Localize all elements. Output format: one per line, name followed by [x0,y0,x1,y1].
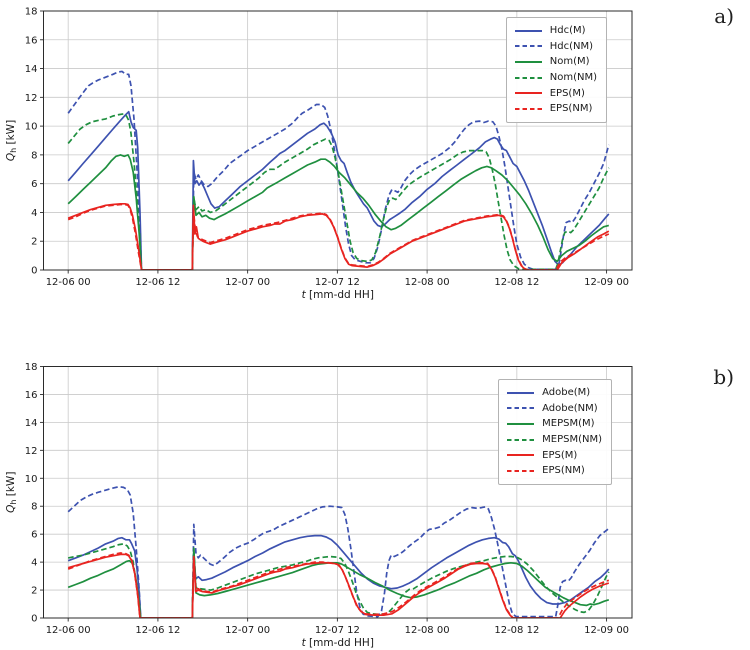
y-tick-label: 14 [25,64,38,75]
chart-a-canvas: 12-06 00 12-06 12 12-07 00 12-07 12 12-08 00… [5,7,633,301]
x-tick-label: 12-07 00 [225,625,270,636]
y-tick-label: 12 [25,446,38,457]
y-tick-label: 2 [31,237,37,248]
x-tick-label: 12-08 00 [405,277,450,288]
chart-b: 12-06 00 12-06 12 12-07 00 12-07 12 12-08 00… [0,325,750,650]
y-tick-label: 16 [25,35,38,46]
legend-label: Hdc(NM) [549,40,594,52]
panel-label-b: b) [713,365,734,389]
legend-item-Nom(M): Nom(M) [514,54,597,70]
panel-label-a: a) [714,4,734,28]
x-tick-label: 12-09 00 [584,277,629,288]
y-tick-label: 18 [25,7,38,18]
legend-label: EPS(NM) [549,103,593,115]
x-tick-label: 12-09 00 [584,625,629,636]
x-axis-label: t [mm-dd HH] [302,289,374,301]
chart-a: 12-06 00 12-06 12 12-07 00 12-07 12 12-08 00… [5,4,734,301]
x-tick-label: 12-07 12 [315,625,360,636]
y-tick-label: 2 [31,586,37,597]
legend-label: MEPSM(M) [542,418,595,430]
y-tick-label: 0 [31,614,37,625]
legend-item-EPS(M): EPS(M) [514,85,597,101]
legend-label: MEPSM(NM) [542,434,602,446]
legend-item-MEPSM(M): MEPSM(M) [507,416,602,432]
legend-label: EPS(NM) [542,465,585,477]
x-tick-label: 12-06 00 [46,277,91,288]
x-tick-label: 12-06 12 [135,625,180,636]
legend-item-Nom(NM): Nom(NM) [514,70,597,86]
y-tick-label: 0 [31,266,37,277]
legend-label: EPS(M) [542,449,578,461]
series-line-Nom(NM) [67,113,610,270]
legend-dashed-line-sample [507,469,535,472]
legend-item-Hdc(NM): Hdc(NM) [514,39,597,55]
legend-solid-line-sample [514,29,542,32]
legend-label: Adobe(NM) [542,402,598,414]
legend-dashed-line-sample [507,438,535,441]
legend-dashed-line-sample [514,107,542,110]
legend-item-MEPSM(NM): MEPSM(NM) [507,432,602,448]
legend-dashed-line-sample [507,407,535,410]
y-tick-label: 8 [31,502,37,513]
legend-label: Hdc(M) [549,25,586,37]
legend-label: Nom(NM) [549,72,597,84]
series-line-Nom(M) [67,154,610,270]
chart-b-legend: Adobe(M) Adobe(NM) MEPSM(M) MEPSM(NM) EPS(M)… [498,379,612,485]
legend-solid-line-sample [507,422,535,425]
series-line-MEPSM(M) [67,547,610,618]
legend-solid-line-sample [507,391,535,394]
series-line-EPS(NM) [67,203,610,270]
y-tick-label: 14 [25,418,38,429]
legend-item-Hdc(M): Hdc(M) [514,23,597,39]
y-tick-label: 4 [31,208,37,219]
chart-b-canvas: 12-06 00 12-06 12 12-07 00 12-07 12 12-08 00… [5,362,633,649]
x-tick-label: 12-08 00 [405,625,450,636]
legend-solid-line-sample [507,454,535,457]
y-tick-label: 10 [25,122,38,133]
legend-label: Nom(M) [549,56,590,68]
x-tick-label: 12-08 12 [494,277,539,288]
y-axis-label: Qh [kW] [5,472,18,513]
legend-item-EPS(M): EPS(M) [507,447,602,463]
x-axis-label: t [mm-dd HH] [302,637,374,649]
series-line-Adobe(M) [67,534,610,618]
x-tick-label: 12-08 12 [494,625,539,636]
chart-a-legend: Hdc(M) Hdc(NM) Nom(M) Nom(NM) EPS(M) EPS(NM) [505,17,607,123]
y-tick-label: 12 [25,93,38,104]
y-tick-label: 4 [31,558,37,569]
x-tick-label: 12-06 00 [46,625,91,636]
y-axis-label: Qh [kW] [5,120,18,161]
legend-label: Adobe(M) [542,387,591,399]
legend-item-EPS(NM): EPS(NM) [514,101,597,117]
legend-label: EPS(M) [549,87,585,99]
y-tick-label: 16 [25,390,38,401]
legend-item-Adobe(M): Adobe(M) [507,385,602,401]
y-tick-label: 6 [31,179,37,190]
legend-item-Adobe(NM): Adobe(NM) [507,401,602,417]
legend-dashed-line-sample [514,76,542,79]
x-tick-label: 12-06 12 [135,277,180,288]
y-tick-label: 18 [25,362,38,373]
y-tick-label: 10 [25,474,38,485]
x-tick-label: 12-07 00 [225,277,270,288]
legend-dashed-line-sample [514,45,542,48]
legend-solid-line-sample [514,92,542,95]
series-line-EPS(NM) [67,552,610,618]
x-tick-label: 12-07 12 [315,277,360,288]
y-tick-label: 8 [31,150,37,161]
y-tick-label: 6 [31,530,37,541]
legend-solid-line-sample [514,60,542,63]
series-line-Hdc(M) [67,110,610,270]
legend-item-EPS(NM): EPS(NM) [507,463,602,479]
